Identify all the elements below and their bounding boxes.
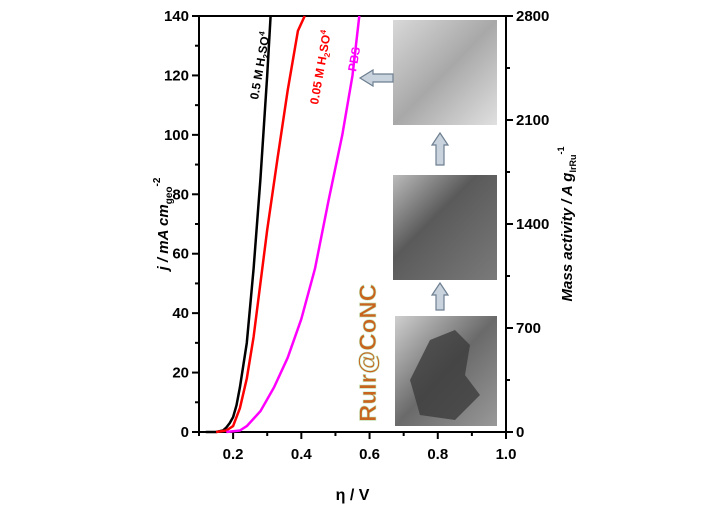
series-line-2 bbox=[226, 15, 361, 434]
y-tick-label: 0 bbox=[181, 424, 189, 441]
series-label-2: PBS bbox=[345, 46, 363, 73]
y-axis-label-main: j / mA cm bbox=[155, 204, 172, 272]
y2-axis-label-main: Mass activity / A g bbox=[559, 173, 576, 302]
y2-axis-label-sup: -1 bbox=[556, 147, 566, 155]
x-tick-label: 0.8 bbox=[427, 446, 448, 463]
y-tick-label: 120 bbox=[164, 67, 189, 84]
series-label-mid: SO bbox=[316, 34, 333, 54]
y-tick-label: 100 bbox=[164, 127, 189, 144]
arrow-left-icon bbox=[358, 68, 394, 88]
y-axis-label-sub: geo bbox=[164, 186, 175, 204]
x-tick-label: 1.0 bbox=[496, 446, 517, 463]
series-label-sub: 2 bbox=[261, 53, 271, 59]
tem-image-mid-res bbox=[393, 175, 497, 280]
y-tick-label: 20 bbox=[172, 365, 189, 382]
series-label-mid: SO bbox=[255, 35, 272, 55]
y2-tick-label: 1400 bbox=[516, 216, 549, 233]
y-axis-label-sup: -2 bbox=[152, 177, 163, 186]
arrow-up-icon bbox=[430, 281, 450, 311]
series-label-sub2: 4 bbox=[257, 30, 267, 36]
series-line-1 bbox=[215, 15, 306, 434]
series-label-main: 0.05 M H bbox=[307, 55, 329, 105]
tem-insets bbox=[358, 20, 497, 426]
y-tick-label: 60 bbox=[172, 246, 189, 263]
y2-axis-label: Mass activity / A gIrRu-1 bbox=[556, 147, 578, 302]
x-tick-label: 0.4 bbox=[291, 446, 313, 463]
y2-axis-label-sub: IrRu bbox=[568, 155, 578, 173]
series-label-sub: 2 bbox=[323, 51, 333, 57]
y2-tick-label: 2100 bbox=[516, 112, 549, 129]
tem-image-high-res bbox=[393, 20, 497, 125]
particle-shape bbox=[410, 330, 480, 420]
material-annotation: RuIr@CoNC bbox=[355, 284, 382, 422]
x-tick-label: 0.2 bbox=[223, 446, 244, 463]
series-label-1: 0.05 M H2SO4 bbox=[306, 29, 336, 106]
y2-tick-label: 2800 bbox=[516, 8, 549, 25]
series-label-main: PBS bbox=[345, 46, 363, 73]
x-tick-label: 0.6 bbox=[359, 446, 380, 463]
x-axis-label: η / V bbox=[336, 487, 370, 504]
y-tick-label: 40 bbox=[172, 305, 189, 322]
series-label-0: 0.5 M H2SO4 bbox=[246, 30, 275, 101]
y-tick-label: 80 bbox=[172, 186, 189, 203]
y2-tick-label: 0 bbox=[516, 424, 524, 441]
y-axis-label: j / mA cmgeo-2 bbox=[152, 177, 175, 272]
y2-tick-label: 700 bbox=[516, 320, 541, 337]
series-label-sub2: 4 bbox=[318, 29, 328, 35]
arrow-up-icon bbox=[430, 131, 450, 166]
y-tick-label: 140 bbox=[164, 8, 189, 25]
